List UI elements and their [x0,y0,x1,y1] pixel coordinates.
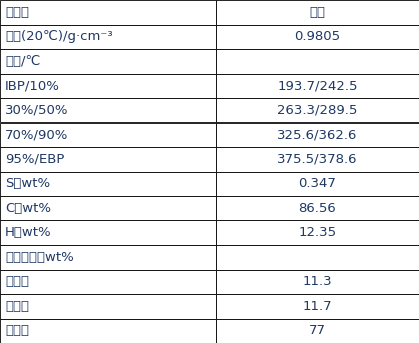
Text: 馏程/℃: 馏程/℃ [5,55,40,68]
Text: H，wt%: H，wt% [5,226,52,239]
Text: 0.9805: 0.9805 [294,30,341,43]
Bar [0,98,216,122]
Text: 原料油: 原料油 [5,6,29,19]
Text: 86.56: 86.56 [298,202,336,215]
Text: 11.7: 11.7 [303,300,332,313]
Text: 375.5/378.6: 375.5/378.6 [277,153,358,166]
Bar [216,73,419,98]
Bar [0,319,216,343]
Text: 193.7/242.5: 193.7/242.5 [277,79,358,92]
Bar [0,294,216,319]
Bar [0,147,216,172]
Text: C，wt%: C，wt% [5,202,51,215]
Bar [216,98,419,122]
Bar [0,49,216,73]
Text: 30%/50%: 30%/50% [5,104,69,117]
Text: 链烷烃: 链烷烃 [5,275,29,288]
Bar [216,24,419,49]
Text: IBP/10%: IBP/10% [5,79,60,92]
Bar [0,221,216,245]
Bar [0,73,216,98]
Bar [216,196,419,221]
Text: 11.3: 11.3 [303,275,332,288]
Bar [216,294,419,319]
Text: 325.6/362.6: 325.6/362.6 [277,128,357,141]
Text: 总芳烃: 总芳烃 [5,324,29,337]
Bar [0,245,216,270]
Bar [216,122,419,147]
Text: 密度(20℃)/g·cm⁻³: 密度(20℃)/g·cm⁻³ [5,30,113,43]
Bar [0,172,216,196]
Bar [0,24,216,49]
Text: 70%/90%: 70%/90% [5,128,68,141]
Text: 95%/EBP: 95%/EBP [5,153,65,166]
Bar [216,319,419,343]
Bar [216,49,419,73]
Bar [216,147,419,172]
Text: 12.35: 12.35 [298,226,336,239]
Text: 263.3/289.5: 263.3/289.5 [277,104,357,117]
Text: 总环烷: 总环烷 [5,300,29,313]
Text: 77: 77 [309,324,326,337]
Bar [0,196,216,221]
Text: 质谱组成，wt%: 质谱组成，wt% [5,251,74,264]
Text: 0.347: 0.347 [298,177,336,190]
Bar [216,221,419,245]
Bar [0,0,216,24]
Bar [0,270,216,294]
Bar [216,172,419,196]
Bar [216,0,419,24]
Bar [216,245,419,270]
Text: 数据: 数据 [309,6,326,19]
Bar [0,122,216,147]
Bar [216,270,419,294]
Text: S，wt%: S，wt% [5,177,50,190]
